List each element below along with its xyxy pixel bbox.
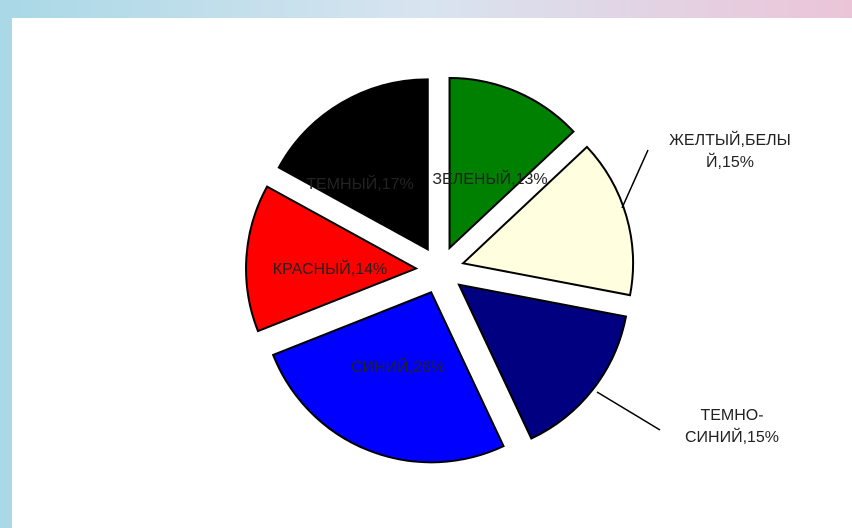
- pie-slice: [271, 291, 505, 464]
- data-label-line: СИНИЙ,15%: [685, 427, 779, 446]
- data-label-line: ЖЕЛТЫЙ,БЕЛЫ: [669, 130, 791, 149]
- pie-slice: [457, 283, 628, 440]
- data-label-line: КРАСНЫЙ,14%: [273, 259, 387, 278]
- pie-slice: [245, 185, 419, 333]
- data-label: ТЕМНЫЙ,17%: [306, 174, 413, 193]
- data-label: КРАСНЫЙ,14%: [273, 259, 387, 278]
- data-label: СИНИЙ,26%: [351, 357, 445, 376]
- data-label: ТЕМНО- СИНИЙ,15%: [685, 407, 779, 446]
- data-label-line: ТЕМНО-: [700, 407, 763, 424]
- pie-slice: [277, 78, 429, 252]
- data-label: ЖЕЛТЫЙ,БЕЛЫ Й,15%: [669, 130, 791, 171]
- data-label-line: ЗЕЛЕНЫЙ,13%: [432, 169, 547, 188]
- data-label-line: Й,15%: [706, 152, 754, 171]
- data-label-line: СИНИЙ,26%: [351, 357, 445, 376]
- data-label: ЗЕЛЕНЫЙ,13%: [432, 169, 547, 188]
- data-label-line: ТЕМНЫЙ,17%: [306, 174, 413, 193]
- leader-line: [621, 149, 649, 209]
- pie-slice: [460, 145, 635, 297]
- pie-slice: [448, 76, 575, 251]
- leader-line: [596, 391, 661, 431]
